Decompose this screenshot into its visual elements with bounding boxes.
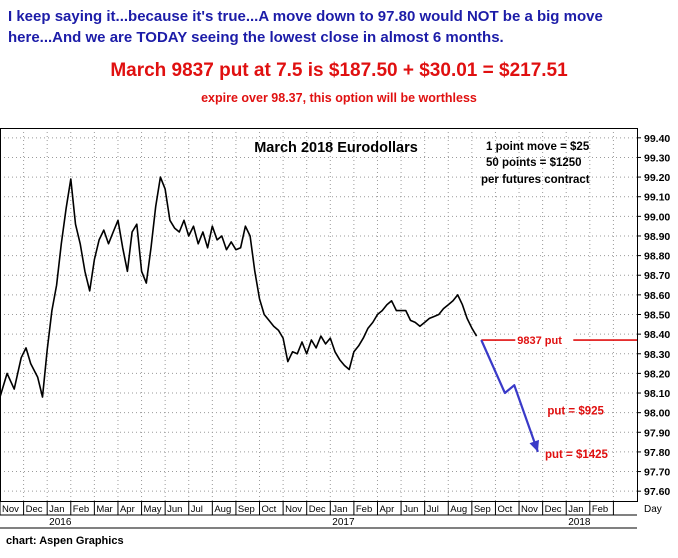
option-price-line: March 9837 put at 7.5 is $187.50 + $30.0… — [110, 60, 568, 81]
y-tick-label: 99.00 — [644, 211, 670, 223]
x-month-label: Jan — [332, 504, 347, 515]
put-value-annotation: put = $925 — [547, 406, 604, 418]
x-month-label: Dec — [545, 504, 562, 515]
y-tick-label: 97.70 — [644, 467, 670, 479]
x-month-label: Feb — [73, 504, 89, 515]
y-tick-label: 98.10 — [644, 388, 670, 400]
y-tick-label: 99.30 — [644, 152, 670, 164]
x-month-label: Feb — [592, 504, 608, 515]
x-month-label: Jun — [167, 504, 182, 515]
axis-layer: 99.40 99.30 99.20 99.10 99.00 98.90 98.80 98.70… — [0, 133, 670, 529]
x-year-label: 2018 — [568, 517, 591, 528]
y-tick-label: 99.40 — [644, 133, 670, 145]
series-layer — [0, 176, 478, 398]
y-tick-label: 98.00 — [644, 408, 670, 420]
reference-label-bg — [515, 332, 574, 347]
reference-line-label: 9837 put — [517, 335, 562, 347]
y-tick-label: 98.50 — [644, 310, 670, 322]
y-tick-label: 97.90 — [644, 427, 670, 439]
x-month-label: Nov — [285, 504, 302, 515]
x-month-label: Mar — [96, 504, 112, 515]
x-month-label: Dec — [309, 504, 326, 515]
y-tick-label: 99.20 — [644, 172, 670, 184]
y-tick-label: 97.60 — [644, 486, 670, 498]
y-tick-label: 98.80 — [644, 251, 670, 263]
y-tick-label: 98.70 — [644, 270, 670, 282]
y-tick-label: 98.40 — [644, 329, 670, 341]
y-tick-label: 98.90 — [644, 231, 670, 243]
x-month-label: Dec — [26, 504, 43, 515]
y-tick-label: 98.20 — [644, 368, 670, 380]
x-month-label: Apr — [120, 504, 135, 515]
y-tick-label: 98.30 — [644, 349, 670, 361]
eurodollar-chart: 99.40 99.30 99.20 99.10 99.00 98.90 98.80 98.70… — [0, 128, 678, 553]
x-month-label: Feb — [356, 504, 372, 515]
note-line-1: 1 point move = $25 — [486, 141, 590, 153]
x-month-label: Oct — [497, 504, 512, 515]
x-unit-label: Day — [644, 504, 662, 515]
x-month-label: Jun — [403, 504, 418, 515]
x-month-label: Nov — [2, 504, 19, 515]
projection-arrowhead — [529, 439, 539, 452]
x-month-label: Jan — [568, 504, 583, 515]
x-year-label: 2017 — [332, 517, 355, 528]
chart-svg: 99.40 99.30 99.20 99.10 99.00 98.90 98.80 98.70… — [0, 128, 670, 529]
x-month-label: Nov — [521, 504, 538, 515]
note-line-3: per futures contract — [481, 174, 590, 186]
x-month-label: Apr — [379, 504, 394, 515]
chart-title: March 2018 Eurodollars — [254, 140, 418, 156]
overlay-layer: 9837 put put = $925 put = $1425 — [480, 332, 637, 461]
note-line-2: 50 points = $1250 — [486, 157, 582, 169]
price-series-line — [0, 176, 478, 398]
x-month-label: May — [144, 504, 162, 515]
headline-text: I keep saying it...because it's true...A… — [8, 8, 603, 46]
y-tick-label: 99.10 — [644, 192, 670, 204]
x-year-label: 2016 — [49, 517, 72, 528]
expiry-note: expire over 98.37, this option will be w… — [201, 91, 477, 105]
x-month-label: Jan — [49, 504, 64, 515]
x-month-label: Aug — [450, 504, 467, 515]
x-month-label: Oct — [262, 504, 277, 515]
put-value-annotation: put = $1425 — [545, 449, 609, 461]
x-month-label: Aug — [214, 504, 231, 515]
x-month-label: Sep — [474, 504, 491, 515]
x-month-label: Sep — [238, 504, 255, 515]
x-month-label: Jul — [191, 504, 203, 515]
chart-credit: chart: Aspen Graphics — [6, 535, 124, 547]
projection-path — [480, 339, 539, 453]
x-month-label: Jul — [427, 504, 439, 515]
y-tick-label: 97.80 — [644, 447, 670, 459]
y-tick-label: 98.60 — [644, 290, 670, 302]
